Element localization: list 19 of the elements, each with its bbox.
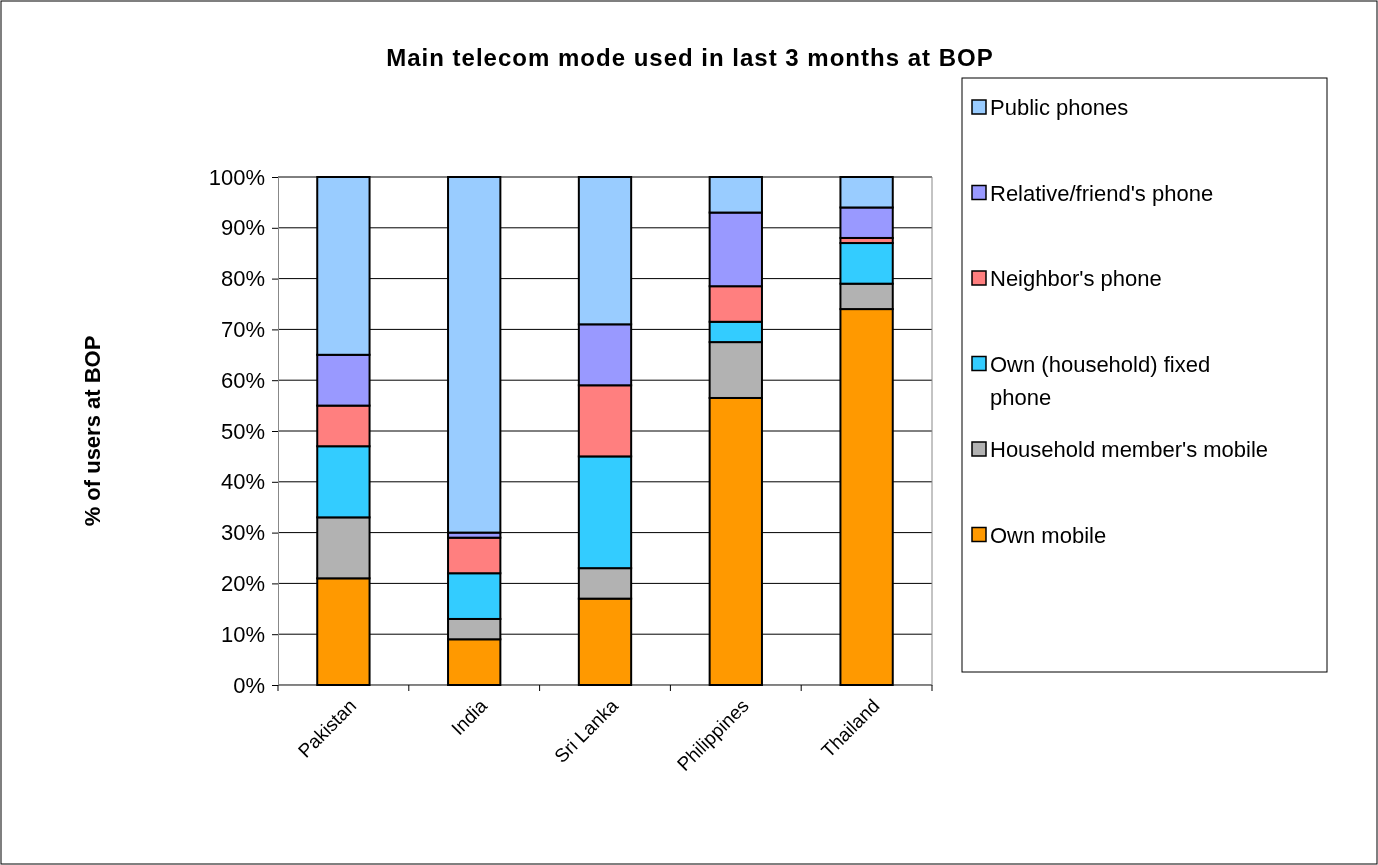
y-tick-label: 90%: [220, 215, 265, 241]
legend-label: Own (household) fixed phone: [990, 351, 1211, 410]
legend-label: Public phones: [990, 95, 1129, 120]
y-tick-label: 10%: [220, 621, 265, 647]
legend-label: Neighbor's phone: [990, 266, 1162, 291]
y-tick-label: 0%: [233, 672, 265, 698]
legend-label: Relative/friend's phone: [990, 180, 1214, 206]
y-tick-label: 60%: [220, 367, 265, 393]
legend-label: Own mobile: [990, 522, 1107, 548]
y-tick-label: 40%: [220, 469, 265, 495]
y-tick-label: 100%: [208, 164, 265, 190]
y-tick-label: 80%: [220, 266, 265, 292]
y-tick-label: 20%: [220, 570, 265, 596]
chart-title: Main telecom mode used in last 3 months at BOP: [386, 44, 994, 71]
legend-label: Household member's mobile: [990, 437, 1269, 462]
y-axis-title: % of users at BOP: [80, 335, 105, 527]
y-tick-label: 70%: [220, 316, 265, 342]
y-tick-label: 30%: [220, 520, 265, 546]
y-tick-label: 50%: [220, 418, 265, 444]
